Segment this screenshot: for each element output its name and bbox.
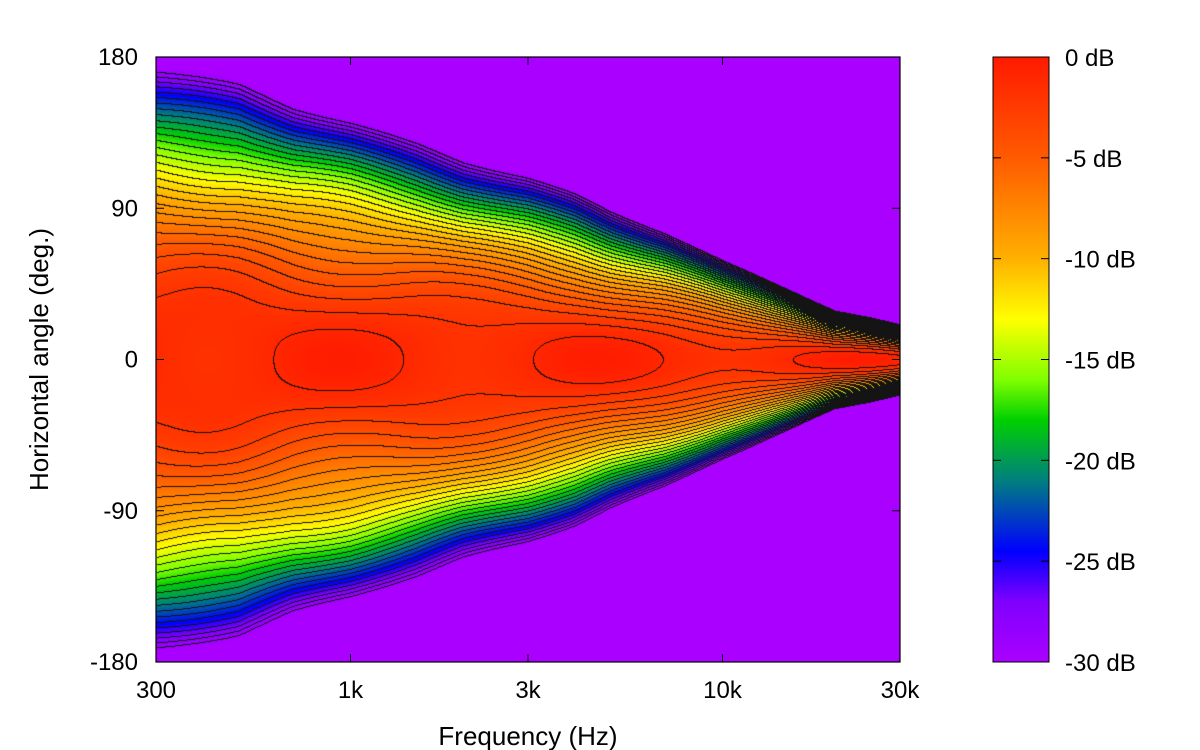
x-tick-label: 30k xyxy=(881,677,921,704)
y-tick-label: -180 xyxy=(90,649,138,676)
x-tick-label: 10k xyxy=(703,677,743,704)
colorbar-tick-label: -10 dB xyxy=(1065,247,1136,274)
colorbar-tick-label: -5 dB xyxy=(1065,146,1122,173)
heatmap-layer xyxy=(156,57,900,662)
heatmap-image xyxy=(156,57,900,662)
y-axis: 180 90 0 -90 -180 xyxy=(90,44,900,676)
y-tick-label: -90 xyxy=(103,498,138,525)
y-tick-label: 0 xyxy=(125,347,138,374)
y-axis-title: Horizontal angle (deg.) xyxy=(24,228,54,491)
colorbar-tick-label: -25 dB xyxy=(1065,549,1136,576)
colorbar-tick-label: 0 dB xyxy=(1065,45,1114,72)
colorbar-tick-label: -30 dB xyxy=(1065,650,1136,677)
x-tick-label: 3k xyxy=(515,677,541,704)
colorbar-ticks: 0 dB -5 dB -10 dB -15 dB -20 dB -25 dB -30 dB xyxy=(993,45,1136,677)
x-axis: 300 1k 3k 10k 30k xyxy=(136,57,920,704)
y-tick-label: 180 xyxy=(98,44,138,71)
colorbar-tick-label: -15 dB xyxy=(1065,348,1136,375)
x-axis-title: Frequency (Hz) xyxy=(438,721,617,750)
x-tick-label: 1k xyxy=(338,677,364,704)
y-tick-label: 90 xyxy=(111,195,138,222)
colorbar-tick-label: -20 dB xyxy=(1065,448,1136,475)
colorbar xyxy=(992,56,1050,663)
x-tick-label: 300 xyxy=(136,677,176,704)
